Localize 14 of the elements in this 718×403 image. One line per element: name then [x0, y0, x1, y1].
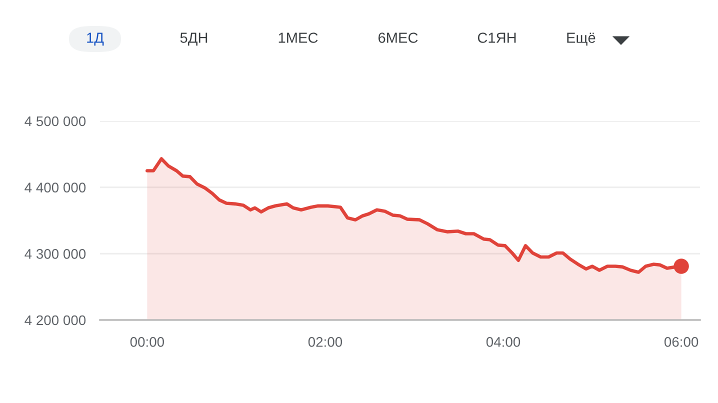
y-tick-label: 4 300 000: [24, 249, 86, 259]
text: С1ЯН: [478, 32, 516, 43]
y-tick-label: 4 500 000: [24, 116, 86, 126]
y-tick-label: 4 200 000: [24, 315, 86, 326]
text: 5ДН: [180, 32, 208, 46]
text: 1Д: [87, 32, 104, 46]
text: Ещё: [567, 32, 596, 46]
text: 6МЕС: [378, 32, 418, 43]
y-tick-label: 4 400 000: [24, 182, 86, 193]
x-tick-label: 06:00: [664, 337, 698, 347]
x-tick-label: 02:00: [308, 337, 342, 347]
text: 1МЕС: [278, 32, 318, 43]
x-tick-label: 00:00: [130, 337, 164, 347]
x-tick-label: 04:00: [486, 337, 520, 347]
